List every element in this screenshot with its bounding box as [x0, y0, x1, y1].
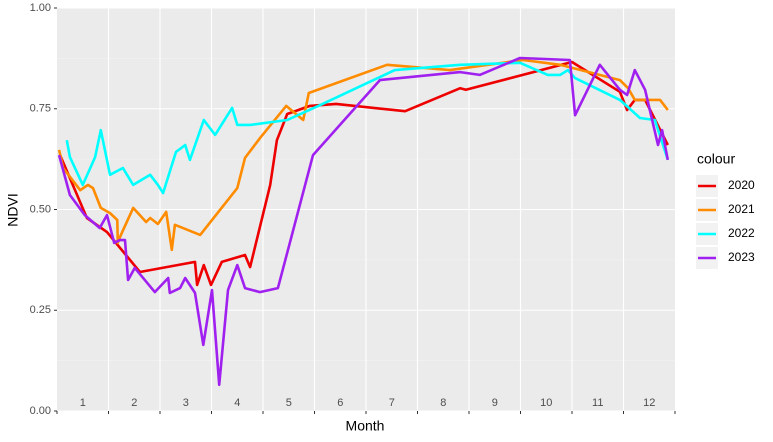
x-tick-label: 3: [183, 397, 189, 409]
line: [58, 60, 669, 287]
x-tick-label: 10: [540, 397, 552, 409]
x-tick-label: 9: [492, 397, 498, 409]
x-tick-label: 2: [131, 397, 137, 409]
x-axis-title: Month: [346, 418, 385, 434]
x-tick-label: 7: [389, 397, 395, 409]
x-tick-label: 4: [234, 397, 240, 409]
x-tick-label: 5: [286, 397, 292, 409]
legend-label: 2022: [728, 226, 755, 240]
legend-label: 2023: [728, 250, 755, 264]
y-tick-label: 0.50: [30, 203, 51, 215]
y-axis-title: NDVI: [5, 193, 21, 226]
x-tick-label: 6: [337, 397, 343, 409]
line: [65, 61, 670, 195]
y-tick-label: 0.75: [30, 103, 51, 115]
x-tick-label: 1: [80, 397, 86, 409]
legend-label: 2020: [728, 178, 755, 192]
legend-title: colour: [697, 151, 735, 167]
line: [57, 56, 670, 387]
x-tick-label: 12: [643, 397, 655, 409]
legend-label: 2021: [728, 202, 755, 216]
y-tick-label: 0.00: [30, 405, 51, 417]
x-tick-label: 11: [592, 397, 603, 409]
line: [57, 58, 669, 252]
x-tick-label: 8: [440, 397, 446, 409]
y-tick-label: 1.00: [30, 2, 51, 14]
y-tick-label: 0.25: [30, 304, 51, 316]
